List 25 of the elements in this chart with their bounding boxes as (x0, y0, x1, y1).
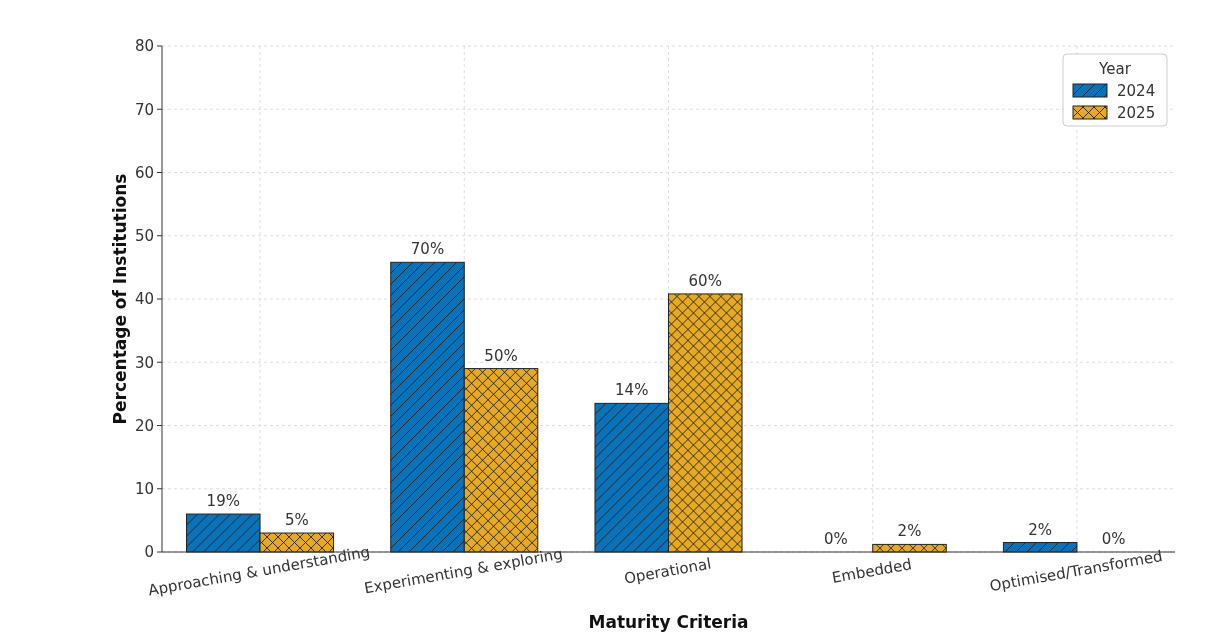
legend-label: 2025 (1117, 104, 1156, 123)
y-axis-title: Percentage of Institutions (110, 173, 130, 425)
annotation: 2% (897, 522, 922, 541)
x-axis-title: Maturity Criteria (588, 612, 749, 632)
annotation: 70% (410, 240, 445, 259)
legend-label: 2024 (1117, 82, 1156, 101)
annotation: 2% (1028, 520, 1053, 539)
y-tick-label: 70 (134, 100, 154, 119)
annotation: 50% (484, 346, 518, 365)
x-tick-label: Embedded (830, 555, 914, 587)
annotation: 19% (206, 492, 240, 511)
y-tick-label: 40 (134, 290, 154, 309)
y-tick-label: 80 (134, 37, 154, 56)
annotation: 60% (688, 271, 722, 290)
legend-title: Year (1098, 60, 1132, 78)
annotation: 0% (824, 530, 848, 548)
annotation: 14% (615, 381, 649, 400)
annotation: 5% (284, 511, 309, 530)
y-tick-label: 10 (134, 480, 154, 498)
y-tick-label: 30 (134, 353, 154, 372)
y-tick-label: 50 (134, 227, 154, 245)
y-tick-label: 20 (134, 416, 154, 435)
y-tick-label: 0 (144, 543, 154, 562)
annotation: 0% (1101, 530, 1126, 548)
y-tick-label: 60 (134, 163, 154, 182)
